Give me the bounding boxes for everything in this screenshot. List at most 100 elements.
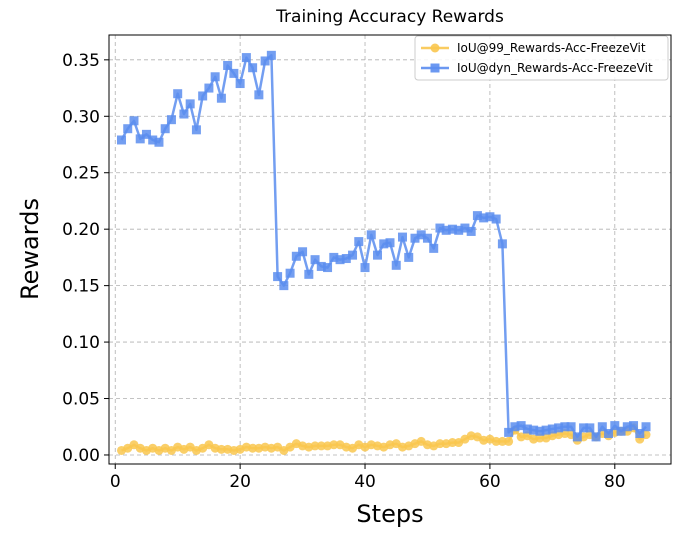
- data-point: [160, 124, 170, 134]
- data-point: [154, 137, 164, 147]
- legend-marker-iou99: [430, 43, 440, 53]
- x-axis-label: Steps: [356, 500, 423, 528]
- data-point: [535, 433, 545, 443]
- data-point: [166, 115, 176, 125]
- data-point: [422, 233, 432, 243]
- data-point: [454, 225, 464, 235]
- data-point: [198, 91, 208, 101]
- data-point: [329, 440, 339, 450]
- data-point: [279, 281, 289, 291]
- plot-frame: [108, 34, 672, 465]
- y-axis-label: Rewards: [16, 198, 44, 300]
- data-point: [379, 239, 389, 249]
- data-point: [466, 226, 476, 236]
- legend: IoU@99_Rewards-Acc-FreezeVit IoU@dyn_Rew…: [414, 35, 669, 81]
- data-point: [341, 254, 351, 264]
- y-tick-label: 0.25: [62, 164, 100, 184]
- chart-title: Training Accuracy Rewards: [275, 7, 504, 27]
- legend-label-iou99: IoU@99_Rewards-Acc-FreezeVit: [457, 41, 646, 55]
- data-point: [248, 63, 258, 73]
- data-point: [641, 422, 651, 432]
- data-point: [566, 422, 576, 432]
- data-point: [229, 68, 239, 78]
- data-point: [554, 423, 564, 433]
- data-point: [485, 212, 495, 222]
- y-tick-label: 0.05: [62, 390, 100, 410]
- data-point: [560, 422, 570, 432]
- data-point: [610, 421, 620, 431]
- data-point: [585, 423, 595, 433]
- data-point: [129, 116, 139, 126]
- data-point: [366, 230, 376, 240]
- data-point: [254, 90, 264, 100]
- grid: [109, 35, 671, 464]
- y-tick-label: 0.30: [62, 107, 100, 127]
- data-point: [373, 250, 383, 260]
- data-point: [116, 135, 126, 145]
- data-point: [404, 252, 414, 262]
- data-point: [529, 425, 539, 435]
- data-point: [497, 239, 507, 249]
- legend-box: [414, 35, 669, 81]
- data-point: [491, 214, 501, 224]
- ticks: 0 20 40 60 80 0.00 0.05 0.10 0.15 0.20 0.25 0.30 0.3…: [62, 51, 625, 492]
- data-point: [535, 426, 545, 436]
- data-point: [479, 213, 489, 223]
- data-point: [472, 211, 482, 221]
- data-point: [522, 424, 532, 434]
- data-point: [260, 56, 270, 66]
- series-layer: [116, 50, 651, 455]
- data-point: [416, 230, 426, 240]
- y-tick-label: 0.20: [62, 220, 100, 240]
- data-point: [547, 424, 557, 434]
- data-point: [141, 129, 151, 139]
- data-point: [429, 243, 439, 253]
- data-point: [123, 124, 133, 134]
- data-point: [310, 441, 320, 451]
- data-point: [266, 50, 276, 60]
- data-point: [148, 135, 158, 145]
- data-point: [597, 422, 607, 432]
- data-point: [135, 134, 145, 144]
- data-point: [223, 60, 233, 70]
- data-point: [591, 432, 601, 442]
- x-tick-label: 60: [479, 472, 501, 492]
- y-tick-label: 0.15: [62, 277, 100, 297]
- data-point: [310, 255, 320, 265]
- data-point: [635, 429, 645, 439]
- data-point: [316, 261, 326, 271]
- data-point: [241, 53, 251, 63]
- data-point: [435, 439, 445, 449]
- data-point: [273, 272, 283, 282]
- data-point: [516, 421, 526, 431]
- data-point: [510, 422, 520, 432]
- data-point: [385, 238, 395, 248]
- data-point: [572, 432, 582, 442]
- data-point: [335, 255, 345, 265]
- data-point: [179, 109, 189, 119]
- data-point: [235, 79, 245, 89]
- data-point: [397, 232, 407, 242]
- data-point: [216, 93, 226, 103]
- data-point: [410, 233, 420, 243]
- data-point: [435, 223, 445, 233]
- data-point: [210, 72, 220, 82]
- x-tick-label: 40: [354, 472, 376, 492]
- data-point: [329, 252, 339, 262]
- data-point: [185, 99, 195, 109]
- data-point: [323, 263, 333, 273]
- data-point: [447, 438, 457, 448]
- data-point: [447, 224, 457, 234]
- y-tick-label: 0.00: [62, 446, 100, 466]
- data-point: [504, 427, 514, 437]
- data-point: [248, 443, 258, 453]
- data-point: [316, 441, 326, 451]
- data-point: [291, 251, 301, 261]
- data-point: [354, 237, 364, 247]
- data-point: [298, 247, 308, 257]
- data-point: [504, 436, 514, 446]
- data-point: [622, 422, 632, 432]
- data-point: [460, 223, 470, 233]
- data-point: [541, 425, 551, 435]
